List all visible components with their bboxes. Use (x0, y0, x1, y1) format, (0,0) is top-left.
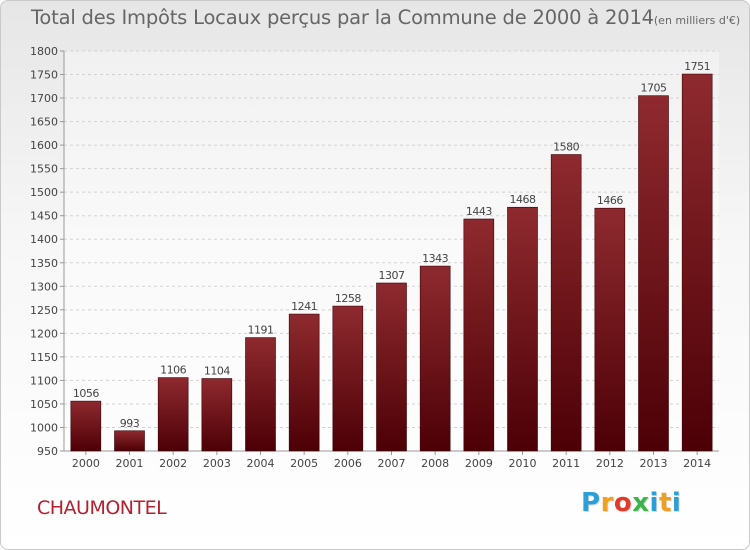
bar-2000 (70, 400, 102, 452)
bar-2012 (594, 207, 626, 452)
y-tick-label: 1450 (30, 210, 58, 223)
axes: 950 1000 1050 1100 1150 1200 1250 1300 1350 1400 1… (30, 45, 719, 470)
bar-2003 (201, 378, 233, 452)
logo-letter: r (600, 488, 614, 518)
bar-2001 (114, 430, 145, 452)
logo-letter: x (632, 488, 650, 518)
data-label: 1056 (73, 387, 99, 400)
y-tick-label: 1200 (30, 327, 58, 340)
data-label: 993 (120, 417, 140, 430)
x-tick-label: 2001 (116, 457, 144, 470)
bar-2005 (288, 313, 320, 452)
data-label: 1241 (291, 300, 317, 313)
y-tick-label: 1350 (30, 257, 58, 270)
x-tick-label: 2006 (334, 457, 362, 470)
data-label: 1106 (160, 364, 186, 377)
bar-2008 (419, 265, 451, 452)
y-tick-label: 1000 (30, 421, 58, 434)
x-tick-label: 2003 (203, 457, 231, 470)
x-tick-label: 2000 (72, 457, 100, 470)
chart-unit-note: (en milliers d'€) (653, 14, 741, 27)
x-tick-label: 2013 (640, 457, 668, 470)
y-tick-label: 1700 (30, 92, 58, 105)
x-tick-label: 2002 (159, 457, 187, 470)
y-tick-label: 1050 (30, 398, 58, 411)
data-label: 1343 (422, 252, 448, 265)
data-label: 1466 (597, 194, 623, 207)
x-tick-label: 2008 (421, 457, 449, 470)
bar-2010 (507, 206, 538, 452)
data-label: 1258 (335, 292, 361, 305)
y-tick-label: 1400 (30, 233, 58, 246)
bar-2011 (550, 154, 582, 452)
bar-2002 (157, 377, 189, 452)
y-tick-label: 1550 (30, 163, 58, 176)
y-tick-label: 1750 (30, 69, 58, 82)
y-tick-label: 1300 (30, 280, 58, 293)
y-tick-label: 950 (37, 445, 58, 458)
data-label: 1104 (204, 365, 230, 378)
y-tick-label: 1650 (30, 116, 58, 129)
logo-letter: t (658, 488, 672, 518)
y-tick-label: 1600 (30, 139, 58, 152)
bar-2014 (681, 73, 713, 452)
bar-2006 (332, 305, 364, 452)
y-tick-label: 1250 (30, 304, 58, 317)
x-tick-label: 2011 (552, 457, 580, 470)
y-tick-label: 1500 (30, 186, 58, 199)
commune-name: CHAUMONTEL (37, 497, 167, 519)
bar-2009 (463, 218, 495, 452)
x-tick-label: 2004 (247, 457, 275, 470)
x-tick-label: 2014 (683, 457, 711, 470)
data-label: 1443 (466, 205, 492, 218)
chart-title-text: Total des Impôts Locaux perçus par la Co… (31, 6, 654, 29)
x-tick-label: 2012 (596, 457, 624, 470)
x-tick-label: 2010 (509, 457, 537, 470)
y-tick-label: 1800 (30, 45, 58, 58)
bar-2004 (245, 337, 276, 452)
chart-title: Total des Impôts Locaux perçus par la Co… (31, 6, 740, 29)
logo-letter: P (581, 488, 601, 518)
y-tick-label: 1100 (30, 374, 58, 387)
x-tick-label: 2009 (465, 457, 493, 470)
y-tick-label: 1150 (30, 351, 58, 364)
data-label: 1580 (553, 141, 579, 154)
x-tick-label: 2005 (290, 457, 318, 470)
x-tick-label: 2007 (378, 457, 406, 470)
data-label: 1307 (379, 269, 405, 282)
logo-letter: i (671, 488, 682, 518)
logo-letter: i (649, 488, 659, 518)
proxiti-logo[interactable]: Proxiti (581, 488, 681, 518)
data-label: 1191 (248, 324, 274, 337)
data-label: 1751 (684, 60, 710, 73)
data-labels: 1056 993 1106 1104 1191 1241 1258 1307 1343 1443 1… (73, 60, 711, 430)
logo-letter: o (613, 488, 633, 518)
data-label: 1468 (510, 193, 536, 206)
bar-2007 (376, 282, 407, 452)
data-label: 1705 (641, 82, 667, 95)
bar-2013 (638, 95, 669, 452)
bars (70, 73, 713, 452)
